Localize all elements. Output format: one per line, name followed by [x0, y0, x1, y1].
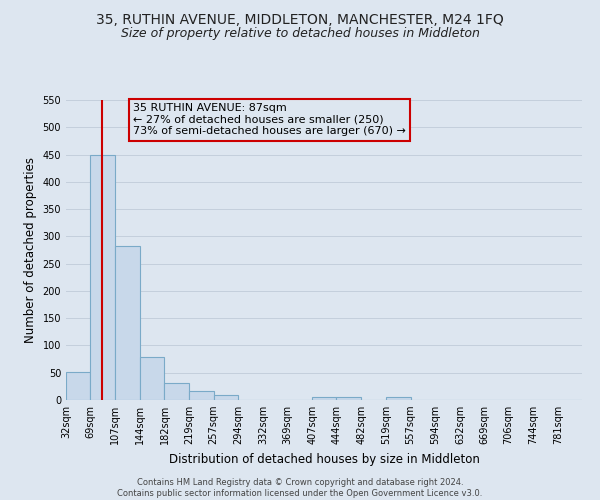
X-axis label: Distribution of detached houses by size in Middleton: Distribution of detached houses by size … — [169, 452, 479, 466]
Bar — [337, 398, 361, 400]
Text: 35 RUTHIN AVENUE: 87sqm
← 27% of detached houses are smaller (250)
73% of semi-d: 35 RUTHIN AVENUE: 87sqm ← 27% of detache… — [133, 103, 406, 136]
Text: 35, RUTHIN AVENUE, MIDDLETON, MANCHESTER, M24 1FQ: 35, RUTHIN AVENUE, MIDDLETON, MANCHESTER… — [96, 12, 504, 26]
Bar — [115, 246, 140, 400]
Bar — [214, 394, 238, 400]
Bar — [66, 372, 90, 400]
Bar — [164, 382, 189, 400]
Bar — [140, 358, 164, 400]
Text: Contains HM Land Registry data © Crown copyright and database right 2024.
Contai: Contains HM Land Registry data © Crown c… — [118, 478, 482, 498]
Bar — [90, 154, 115, 400]
Bar — [386, 398, 410, 400]
Bar — [312, 398, 337, 400]
Y-axis label: Number of detached properties: Number of detached properties — [24, 157, 37, 343]
Bar — [189, 392, 214, 400]
Text: Size of property relative to detached houses in Middleton: Size of property relative to detached ho… — [121, 28, 479, 40]
